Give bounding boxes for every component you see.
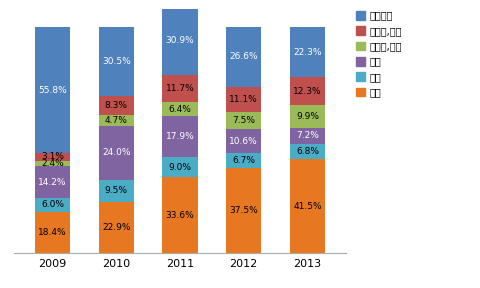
Text: 18.4%: 18.4% bbox=[38, 228, 67, 237]
Bar bbox=[35, 154, 70, 160]
Text: 7.2%: 7.2% bbox=[296, 131, 319, 140]
Bar bbox=[226, 112, 261, 129]
Text: 30.9%: 30.9% bbox=[166, 36, 194, 45]
Text: 55.8%: 55.8% bbox=[38, 86, 67, 95]
Text: 2.4%: 2.4% bbox=[41, 159, 64, 168]
Text: 41.5%: 41.5% bbox=[293, 202, 322, 211]
Bar bbox=[290, 159, 325, 253]
Bar bbox=[226, 168, 261, 253]
Text: 9.5%: 9.5% bbox=[105, 186, 128, 195]
Text: 11.1%: 11.1% bbox=[229, 95, 258, 104]
Bar bbox=[99, 126, 134, 180]
Text: 12.3%: 12.3% bbox=[293, 87, 322, 96]
Bar bbox=[163, 75, 197, 102]
Bar bbox=[226, 153, 261, 168]
Bar bbox=[226, 129, 261, 153]
Text: 30.5%: 30.5% bbox=[102, 57, 131, 66]
Bar bbox=[35, 212, 70, 253]
Bar bbox=[35, 166, 70, 198]
Legend: 건강식품, 화장품,향수, 핸드백,가방, 의류, 신발, 기타: 건강식품, 화장품,향수, 핸드백,가방, 의류, 신발, 기타 bbox=[354, 9, 404, 99]
Bar bbox=[226, 27, 261, 87]
Text: 4.7%: 4.7% bbox=[105, 116, 128, 125]
Text: 22.3%: 22.3% bbox=[293, 48, 322, 56]
Bar bbox=[163, 157, 197, 177]
Text: 3.1%: 3.1% bbox=[41, 152, 64, 162]
Bar bbox=[99, 202, 134, 253]
Bar bbox=[290, 128, 325, 144]
Bar bbox=[99, 96, 134, 115]
Bar bbox=[99, 180, 134, 202]
Bar bbox=[163, 5, 197, 75]
Text: 22.9%: 22.9% bbox=[102, 223, 131, 232]
Bar bbox=[290, 27, 325, 77]
Bar bbox=[35, 160, 70, 166]
Bar bbox=[99, 115, 134, 126]
Text: 7.5%: 7.5% bbox=[232, 116, 255, 125]
Text: 6.8%: 6.8% bbox=[296, 147, 319, 156]
Text: 9.0%: 9.0% bbox=[168, 163, 192, 172]
Bar bbox=[290, 105, 325, 128]
Bar bbox=[35, 198, 70, 212]
Text: 14.2%: 14.2% bbox=[38, 177, 67, 187]
Bar bbox=[163, 177, 197, 253]
Text: 37.5%: 37.5% bbox=[229, 206, 258, 215]
Text: 24.0%: 24.0% bbox=[102, 148, 131, 157]
Bar bbox=[163, 116, 197, 157]
Bar bbox=[226, 87, 261, 112]
Bar bbox=[99, 27, 134, 96]
Text: 6.4%: 6.4% bbox=[168, 105, 192, 113]
Text: 11.7%: 11.7% bbox=[166, 84, 194, 93]
Text: 6.0%: 6.0% bbox=[41, 200, 64, 209]
Text: 26.6%: 26.6% bbox=[229, 52, 258, 61]
Text: 6.7%: 6.7% bbox=[232, 156, 255, 165]
Text: 9.9%: 9.9% bbox=[296, 112, 319, 121]
Text: 33.6%: 33.6% bbox=[166, 211, 194, 220]
Text: 8.3%: 8.3% bbox=[105, 101, 128, 110]
Bar bbox=[35, 27, 70, 154]
Bar bbox=[163, 102, 197, 116]
Text: 17.9%: 17.9% bbox=[166, 132, 194, 141]
Bar bbox=[290, 144, 325, 159]
Bar bbox=[290, 77, 325, 105]
Text: 10.6%: 10.6% bbox=[229, 137, 258, 146]
